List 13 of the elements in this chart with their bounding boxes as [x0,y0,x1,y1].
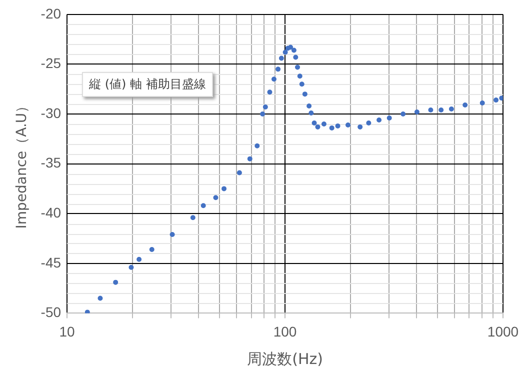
y-tick-label: -40 [40,204,62,220]
x-tick-label: 1000 [487,323,519,340]
y-tick-label: -30 [40,104,62,121]
x-tick-label: 100 [273,323,297,340]
y-tick-label: -50 [40,304,62,320]
y-tick-label: -45 [40,254,62,270]
annotation: 縦 (値) 軸 補助目盛線 [82,72,213,97]
y-axis-title: Impedance（A.U） [14,98,30,229]
x-tick-label: 10 [59,323,76,340]
y-tick-label: -20 [40,5,62,22]
y-tick-label: -25 [40,55,62,72]
x-axis-title: 周波数(Hz) [247,350,323,368]
y-tick-label: -35 [40,154,62,171]
